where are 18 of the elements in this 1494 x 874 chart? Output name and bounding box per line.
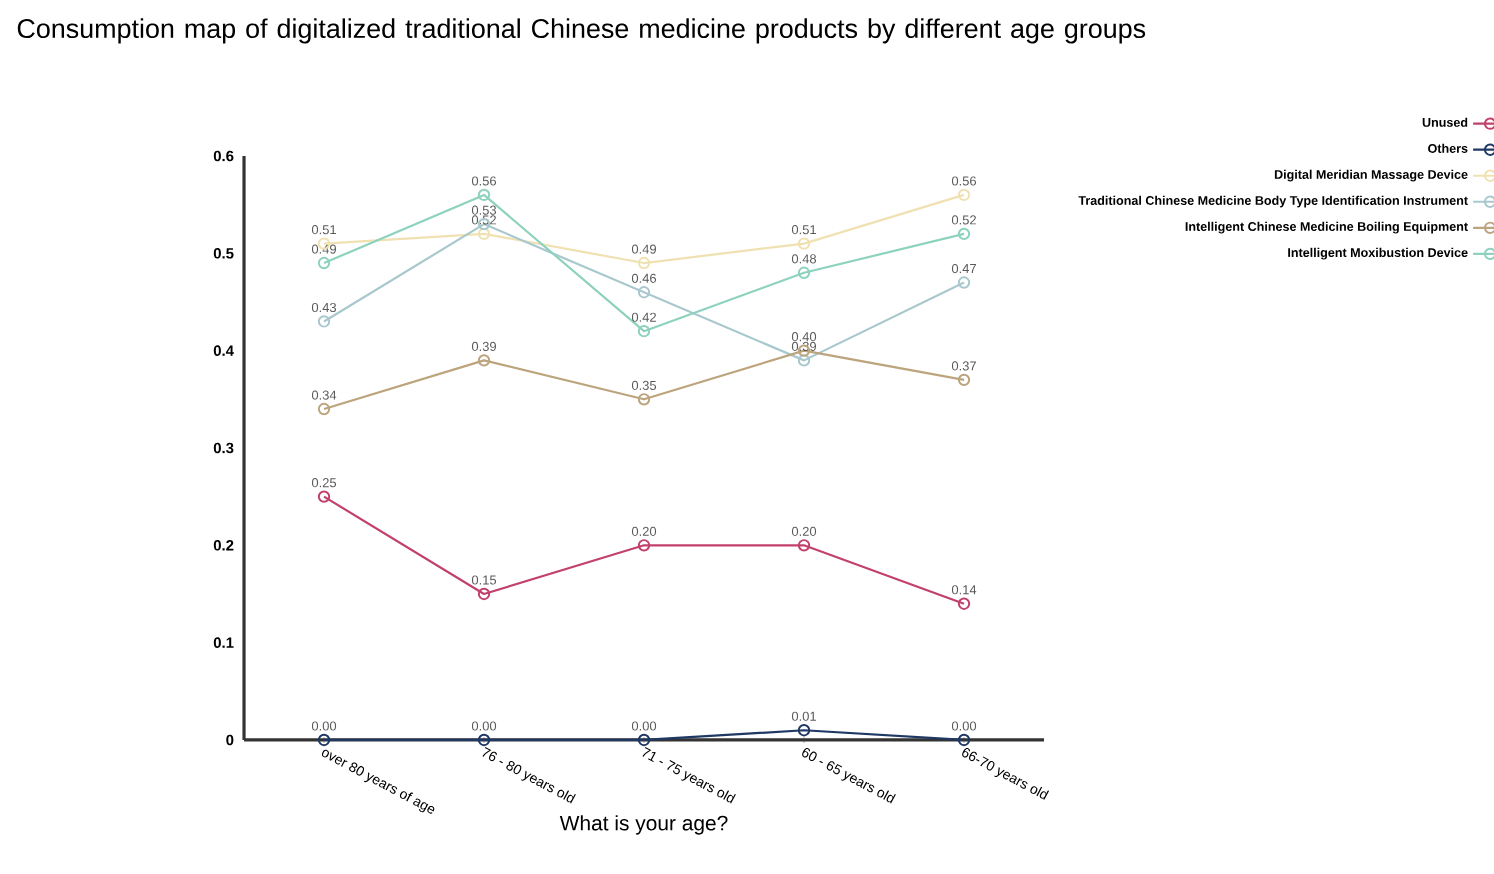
point [477,587,491,601]
point [637,325,651,338]
chart-title: Consumption map of digitalized traditional Chinese medicine products by different age groups [17,18,1146,44]
point [637,286,651,299]
point [477,188,491,202]
point [637,256,651,270]
point [797,237,811,250]
point [637,393,651,406]
point [797,539,811,552]
point [637,733,651,747]
point [477,354,491,367]
x-axis-title: What is your age? [559,815,728,835]
point [477,733,491,747]
point [477,227,491,241]
point [797,354,811,367]
point [797,724,811,737]
point [637,539,651,552]
point [797,266,811,279]
